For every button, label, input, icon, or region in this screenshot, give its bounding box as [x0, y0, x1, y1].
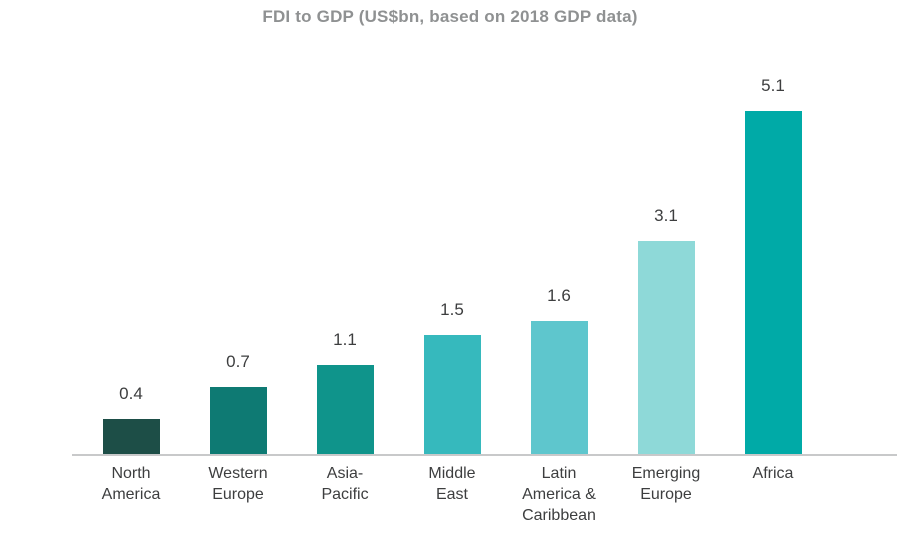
- bar: [530, 321, 588, 455]
- bar-category-label: Middle East: [428, 465, 476, 503]
- bar-value-label: 0.4: [119, 384, 143, 403]
- bar-value-label: 1.1: [333, 330, 357, 349]
- bar: [209, 387, 267, 455]
- bar: [423, 335, 481, 455]
- bar-value-label: 1.6: [547, 286, 571, 305]
- bar-column: 1.5: [399, 300, 506, 455]
- bar: [316, 365, 374, 455]
- bar-category-label: Africa: [752, 465, 794, 482]
- bar-column: 0.4: [78, 384, 185, 455]
- x-axis-line: [72, 454, 897, 456]
- bar-column: 1.6: [506, 286, 613, 455]
- bar: [744, 111, 802, 455]
- bar-value-label: 3.1: [654, 206, 678, 225]
- bar: [102, 419, 160, 455]
- bar-column: 1.1: [292, 330, 399, 455]
- bar-category-label: Emerging Europe: [631, 465, 701, 503]
- bar-category-label: Asia- Pacific: [321, 465, 369, 503]
- bar-value-label: 0.7: [226, 352, 250, 371]
- bar-category-label: Latin America & Caribbean: [522, 465, 596, 524]
- bar-column: 0.7: [185, 352, 292, 455]
- chart-title: FDI to GDP (US$bn, based on 2018 GDP dat…: [262, 7, 638, 26]
- bar-value-label: 5.1: [761, 76, 785, 95]
- bar: [637, 241, 695, 455]
- bar-category-label: North America: [101, 465, 161, 503]
- plot-area: 0.4 0.7 1.1 1.5 1.6 3.1 5.1: [72, 76, 897, 456]
- bar-value-label: 1.5: [440, 300, 464, 319]
- bar-column: 5.1: [720, 76, 827, 455]
- bar-category-label: Western Europe: [208, 465, 268, 503]
- bar-column: 3.1: [613, 206, 720, 455]
